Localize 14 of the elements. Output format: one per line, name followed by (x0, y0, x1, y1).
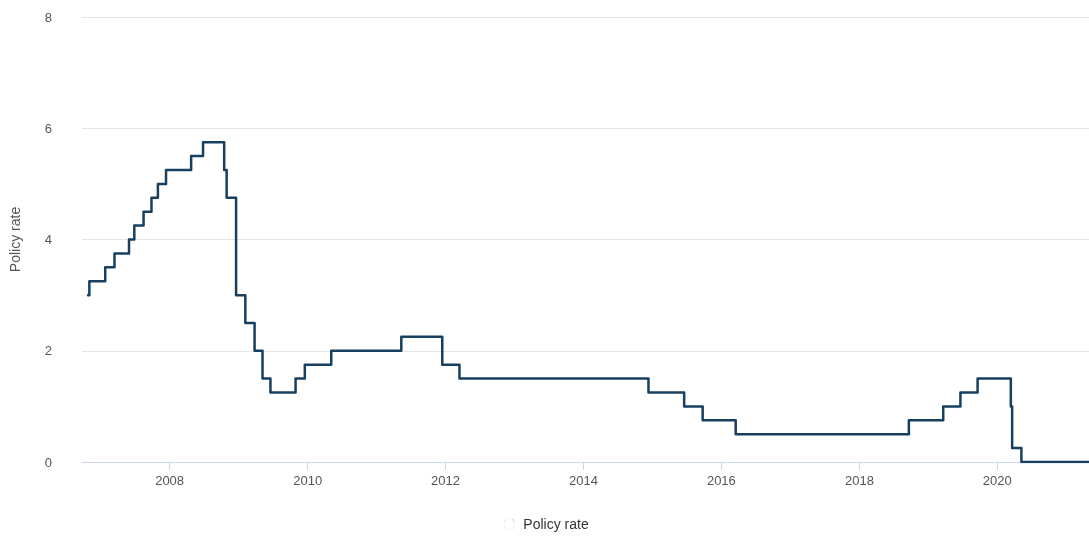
y-tick-label: 0 (44, 454, 52, 470)
x-tick-label: 2020 (982, 473, 1012, 488)
x-tick-label: 2008 (155, 473, 185, 488)
y-axis-title: Policy rate (7, 206, 23, 273)
y-tick-label: 4 (44, 232, 52, 247)
x-tick-label: 2018 (844, 473, 874, 488)
x-tick-label: 2012 (431, 473, 460, 488)
x-tick-label: 2014 (569, 473, 598, 488)
y-tick-label: 6 (44, 120, 52, 136)
y-tick-label: 2 (44, 343, 52, 359)
x-tick-label: 2016 (706, 473, 736, 488)
x-tick-label: 2010 (293, 473, 323, 488)
y-tick-label: 8 (44, 9, 52, 25)
legend-label: Policy rate (523, 516, 589, 532)
